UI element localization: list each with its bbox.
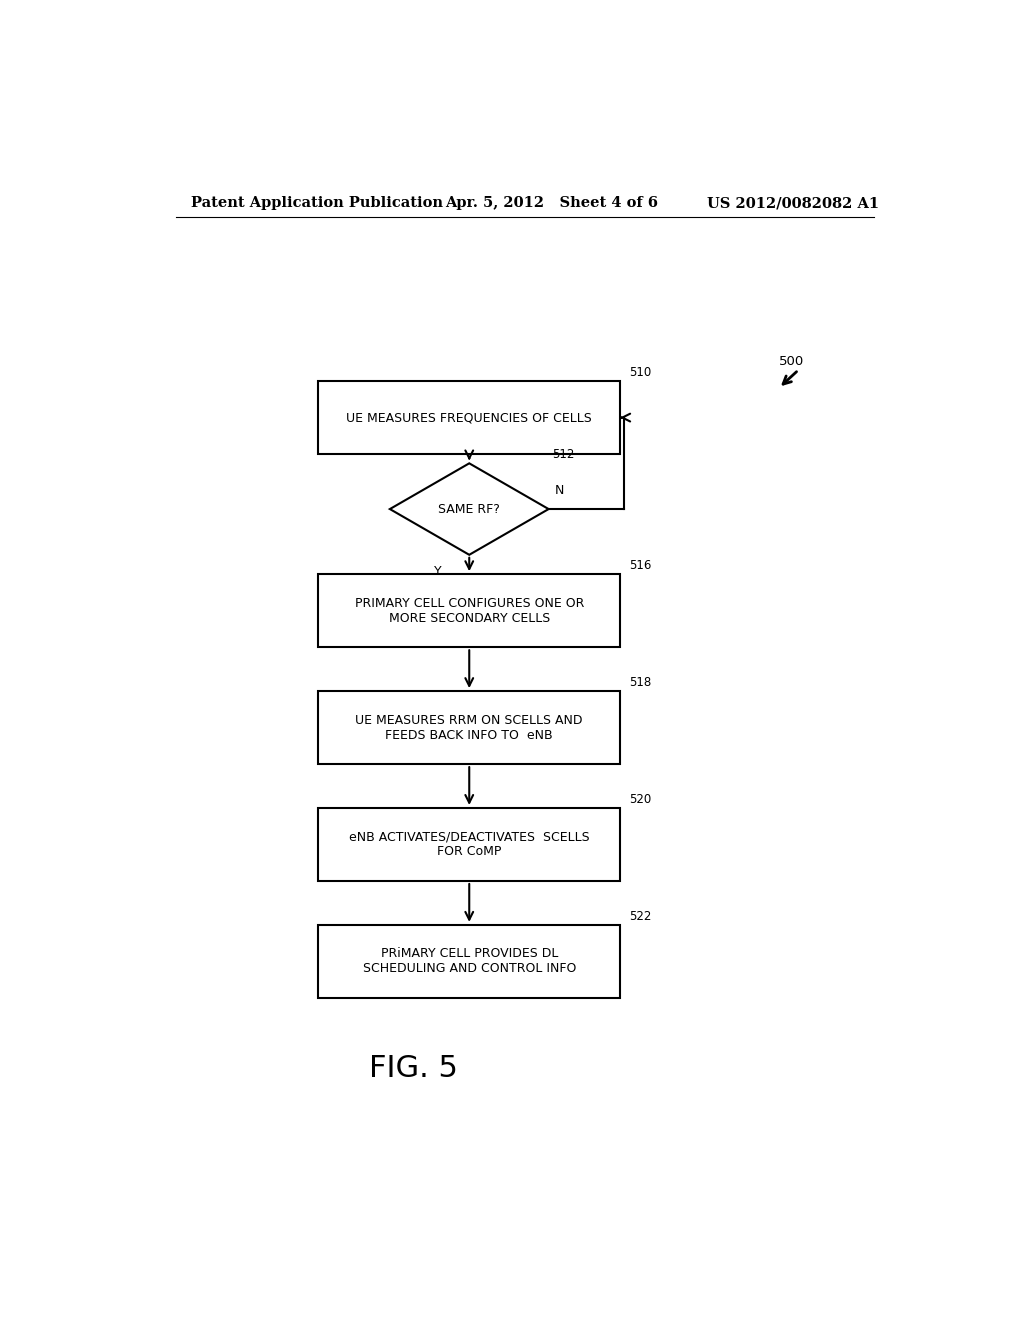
- Text: PRIMARY CELL CONFIGURES ONE OR
MORE SECONDARY CELLS: PRIMARY CELL CONFIGURES ONE OR MORE SECO…: [354, 597, 584, 624]
- Text: UE MEASURES FREQUENCIES OF CELLS: UE MEASURES FREQUENCIES OF CELLS: [346, 411, 592, 424]
- Bar: [318, 925, 621, 998]
- Text: SAME RF?: SAME RF?: [438, 503, 500, 516]
- Text: Apr. 5, 2012   Sheet 4 of 6: Apr. 5, 2012 Sheet 4 of 6: [445, 197, 658, 210]
- Bar: [318, 808, 621, 880]
- Text: 516: 516: [630, 560, 652, 572]
- Text: 518: 518: [630, 676, 652, 689]
- Text: 522: 522: [630, 909, 652, 923]
- Text: UE MEASURES RRM ON SCELLS AND
FEEDS BACK INFO TO  eNB: UE MEASURES RRM ON SCELLS AND FEEDS BACK…: [355, 714, 583, 742]
- Text: FIG. 5: FIG. 5: [370, 1053, 458, 1082]
- Text: 520: 520: [630, 793, 652, 805]
- Text: N: N: [555, 484, 564, 496]
- Bar: [318, 381, 621, 454]
- Text: 510: 510: [630, 366, 652, 379]
- Text: 500: 500: [778, 355, 804, 368]
- Text: 512: 512: [553, 449, 574, 461]
- Bar: [318, 690, 621, 764]
- Bar: [318, 574, 621, 647]
- Text: PRiMARY CELL PROVIDES DL
SCHEDULING AND CONTROL INFO: PRiMARY CELL PROVIDES DL SCHEDULING AND …: [362, 948, 575, 975]
- Text: US 2012/0082082 A1: US 2012/0082082 A1: [708, 197, 880, 210]
- Polygon shape: [390, 463, 549, 554]
- Text: Patent Application Publication: Patent Application Publication: [191, 197, 443, 210]
- Text: Y: Y: [434, 565, 441, 578]
- Text: eNB ACTIVATES/DEACTIVATES  SCELLS
FOR CoMP: eNB ACTIVATES/DEACTIVATES SCELLS FOR CoM…: [349, 830, 590, 858]
